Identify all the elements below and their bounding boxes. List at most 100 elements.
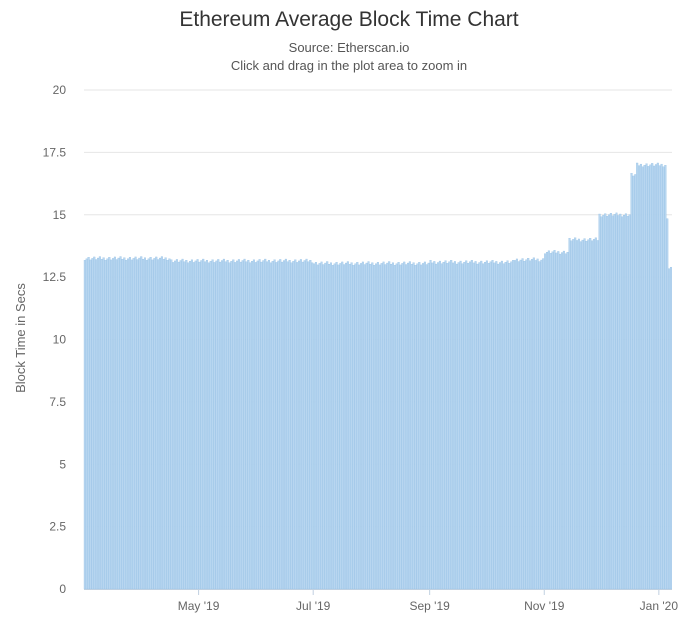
bar[interactable] xyxy=(254,262,257,590)
bar[interactable] xyxy=(113,256,116,590)
bar[interactable] xyxy=(339,263,342,590)
bar[interactable] xyxy=(187,262,190,590)
bar[interactable] xyxy=(125,260,128,590)
bar[interactable] xyxy=(602,214,605,590)
bar[interactable] xyxy=(192,262,195,590)
bar[interactable] xyxy=(258,259,261,590)
bar[interactable] xyxy=(540,259,543,590)
bar[interactable] xyxy=(329,262,332,590)
bar[interactable] xyxy=(138,257,141,590)
bar[interactable] xyxy=(301,261,304,590)
bar[interactable] xyxy=(564,253,567,590)
bar[interactable] xyxy=(108,257,111,590)
bar[interactable] xyxy=(557,251,560,590)
bar[interactable] xyxy=(232,259,235,590)
bar[interactable] xyxy=(367,261,370,590)
bar[interactable] xyxy=(241,260,244,590)
bar[interactable] xyxy=(553,250,556,590)
bar[interactable] xyxy=(664,165,667,590)
bar[interactable] xyxy=(354,263,357,590)
bar[interactable] xyxy=(587,239,590,590)
bar[interactable] xyxy=(592,239,595,590)
bar[interactable] xyxy=(209,261,212,590)
bar[interactable] xyxy=(495,261,498,590)
bar[interactable] xyxy=(363,264,366,590)
bar[interactable] xyxy=(98,256,101,590)
bar[interactable] xyxy=(497,263,500,590)
bar[interactable] xyxy=(369,263,372,590)
bar[interactable] xyxy=(337,264,340,590)
bar[interactable] xyxy=(376,262,379,590)
bar[interactable] xyxy=(313,263,316,590)
bar[interactable] xyxy=(444,260,447,590)
bar[interactable] xyxy=(521,258,524,590)
bar[interactable] xyxy=(598,213,601,590)
bar[interactable] xyxy=(260,261,263,590)
bar[interactable] xyxy=(474,261,477,590)
bar[interactable] xyxy=(348,263,351,590)
bar[interactable] xyxy=(433,261,436,590)
bar[interactable] xyxy=(294,259,297,590)
bar[interactable] xyxy=(181,258,184,590)
bar[interactable] xyxy=(177,261,180,590)
bar[interactable] xyxy=(621,216,624,590)
bar[interactable] xyxy=(489,261,492,590)
bar[interactable] xyxy=(211,259,214,590)
bar[interactable] xyxy=(83,260,86,590)
bar[interactable] xyxy=(630,173,633,590)
bar[interactable] xyxy=(438,260,441,590)
bar[interactable] xyxy=(213,262,216,590)
bar[interactable] xyxy=(440,263,443,590)
bar[interactable] xyxy=(200,260,203,590)
bar[interactable] xyxy=(95,259,98,590)
bar[interactable] xyxy=(358,264,361,590)
bar[interactable] xyxy=(611,215,614,590)
bar[interactable] xyxy=(123,257,126,590)
bar[interactable] xyxy=(555,252,558,590)
bar[interactable] xyxy=(649,164,652,590)
bar[interactable] xyxy=(591,240,594,590)
bar[interactable] xyxy=(281,261,284,590)
bar[interactable] xyxy=(298,260,301,590)
bar[interactable] xyxy=(452,262,455,590)
bar[interactable] xyxy=(425,264,428,590)
bar[interactable] xyxy=(530,259,533,590)
bar[interactable] xyxy=(85,258,88,590)
bar[interactable] xyxy=(418,262,421,590)
bar[interactable] xyxy=(324,262,327,590)
bar[interactable] xyxy=(607,214,611,590)
bar[interactable] xyxy=(271,261,274,590)
bar[interactable] xyxy=(572,239,575,590)
bar[interactable] xyxy=(269,262,272,590)
bar[interactable] xyxy=(87,257,90,590)
bar[interactable] xyxy=(151,259,154,590)
bar[interactable] xyxy=(547,250,550,590)
bar[interactable] xyxy=(179,260,182,590)
bar[interactable] xyxy=(574,237,577,590)
bar[interactable] xyxy=(143,257,146,590)
bar[interactable] xyxy=(239,261,242,590)
bar[interactable] xyxy=(483,261,487,590)
bar[interactable] xyxy=(262,260,265,590)
bar[interactable] xyxy=(412,262,415,590)
bar[interactable] xyxy=(226,260,229,590)
bar[interactable] xyxy=(117,257,120,590)
bar[interactable] xyxy=(104,260,107,590)
bar[interactable] xyxy=(549,253,552,590)
bar[interactable] xyxy=(594,237,597,590)
bar[interactable] xyxy=(157,259,160,590)
bar[interactable] xyxy=(480,260,483,590)
bar[interactable] xyxy=(207,262,210,590)
bar[interactable] xyxy=(624,213,627,590)
bar[interactable] xyxy=(544,253,547,590)
bar[interactable] xyxy=(175,259,178,590)
bar[interactable] xyxy=(198,261,201,590)
bar[interactable] xyxy=(341,261,344,590)
bar[interactable] xyxy=(581,239,584,590)
bar[interactable] xyxy=(583,238,586,590)
bar[interactable] xyxy=(632,175,635,590)
bar[interactable] xyxy=(519,259,522,590)
bar[interactable] xyxy=(613,214,616,590)
bar[interactable] xyxy=(416,263,419,590)
bar[interactable] xyxy=(286,261,289,590)
